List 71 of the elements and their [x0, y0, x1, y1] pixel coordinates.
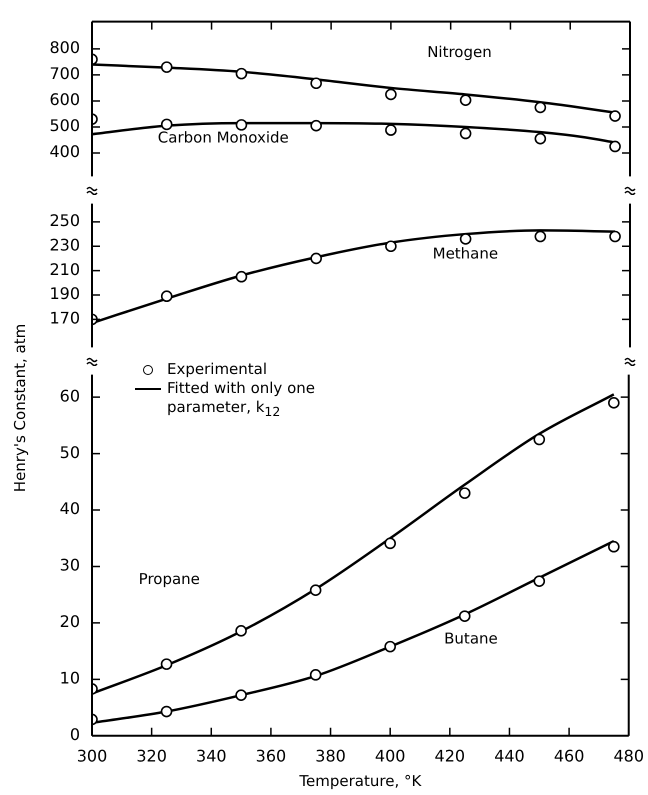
point [236, 270, 248, 283]
point [310, 77, 322, 90]
y-tick-label: 50 [60, 442, 80, 462]
point [385, 240, 397, 252]
point [160, 706, 172, 718]
point [609, 110, 621, 122]
point [235, 689, 247, 701]
x-tick-label: 320 [136, 746, 167, 766]
y-tick-label: 20 [60, 612, 80, 632]
point [460, 233, 472, 245]
point [160, 61, 173, 73]
x-axis-title: Temperature, °K [298, 772, 422, 790]
y-tick-label: 600 [49, 90, 80, 110]
x-tick-label: 380 [315, 746, 346, 766]
y-tick-label: 190 [49, 284, 80, 304]
point [384, 640, 396, 652]
point [608, 540, 620, 553]
point [533, 434, 546, 446]
x-tick-label: 400 [374, 746, 406, 766]
point [235, 625, 247, 637]
point [458, 610, 471, 622]
point [534, 102, 546, 114]
point [310, 584, 322, 596]
y-tick-label: 230 [49, 235, 80, 254]
x-tick-label: 300 [76, 746, 108, 766]
y-axis-title: Henry's Constant, atm [11, 324, 29, 492]
y-tick-label: 170 [49, 308, 80, 328]
y-tick-label: 10 [60, 668, 80, 688]
x-tick-label: 480 [613, 746, 644, 766]
legend-label: Experimental [167, 360, 268, 379]
y-tick-label: 40 [60, 499, 80, 518]
point [310, 120, 322, 132]
y-tick-label: 400 [49, 142, 80, 162]
annotation: Propane [138, 570, 200, 588]
annotation: Nitrogen [427, 43, 492, 62]
y-tick-label: 800 [49, 38, 80, 58]
point [236, 68, 248, 80]
point [160, 658, 172, 670]
point [310, 252, 322, 264]
point [385, 124, 397, 136]
y-tick-label: 60 [60, 386, 80, 406]
point [460, 94, 472, 106]
point [160, 290, 173, 302]
x-tick-label: 460 [554, 746, 584, 766]
y-tick-label: 0 [70, 724, 80, 744]
y-tick-label: 30 [60, 556, 80, 575]
point [534, 230, 546, 242]
point [384, 538, 396, 550]
point [310, 669, 322, 681]
y-tick-label: 700 [49, 64, 80, 84]
point [385, 88, 397, 100]
legend-label: Fitted with only one parameter, k$_{12}$ [167, 379, 316, 421]
point [609, 230, 621, 242]
point [458, 487, 471, 499]
y-tick-label: 500 [49, 116, 80, 136]
point [460, 128, 472, 140]
point [533, 575, 546, 587]
y-tick-label: 250 [49, 211, 80, 230]
point [160, 118, 173, 130]
point [608, 397, 620, 409]
annotation: Butane [444, 630, 498, 648]
x-tick-label: 340 [196, 746, 227, 766]
point [609, 140, 621, 152]
x-tick-label: 360 [256, 746, 286, 766]
point [236, 119, 248, 131]
y-tick-label: 210 [49, 260, 80, 279]
annotation: Methane [432, 244, 498, 263]
point [534, 132, 546, 144]
x-tick-label: 440 [494, 746, 525, 766]
x-tick-label: 420 [434, 746, 466, 766]
annotation: Carbon Monoxide [158, 128, 289, 147]
